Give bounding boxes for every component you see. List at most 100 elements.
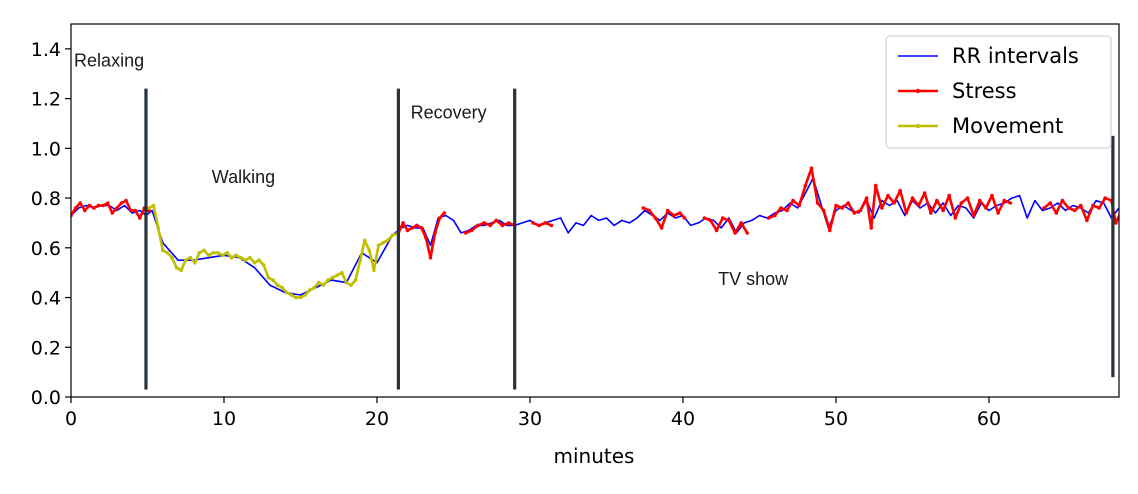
stress-point-5-5 (733, 231, 737, 235)
stress-point-0-11 (119, 201, 124, 205)
stress-point-0-14 (133, 208, 138, 213)
stress-point-3-0 (531, 221, 535, 225)
stress-point-3-1 (537, 223, 541, 228)
movement-point-0-28 (275, 283, 280, 287)
stress-point-7-6 (1079, 203, 1083, 208)
movement-point-0-6 (174, 265, 179, 270)
movement-point-0-32 (294, 295, 298, 300)
stress-point-6-16 (864, 196, 869, 200)
stress-point-7-8 (1091, 203, 1095, 208)
stress-point-6-22 (898, 188, 902, 193)
stress-line-6 (767, 166, 1012, 232)
stress-point-6-38 (996, 211, 1000, 215)
stress-point-1-5 (419, 226, 424, 230)
stress-point-6-39 (1002, 198, 1007, 203)
stress-point-7-4 (1066, 206, 1071, 210)
stress-point-0-3 (83, 208, 87, 213)
movement-point-0-7 (179, 268, 183, 273)
legend-marker-stress (915, 88, 921, 94)
movement-point-0-27 (271, 278, 275, 282)
stress-point-0-10 (115, 206, 119, 210)
stress-point-5-7 (745, 231, 749, 235)
stress-point-4-1 (647, 208, 652, 213)
movement-point-0-53 (390, 233, 395, 238)
legend-label-movement: Movement (952, 114, 1063, 138)
x-tick-label-3: 30 (518, 408, 542, 430)
stress-point-7-5 (1072, 208, 1077, 213)
legend-label-stress: Stress (952, 79, 1017, 103)
stress-point-7-0 (1042, 206, 1046, 210)
movement-point-0-50 (376, 243, 381, 248)
stress-point-6-24 (910, 196, 915, 200)
movement-point-0-12 (202, 248, 206, 253)
y-tick-label-4: 0.8 (31, 188, 61, 210)
stress-line-3 (531, 221, 553, 227)
stress-point-5-6 (739, 221, 743, 225)
stress-point-6-35 (978, 198, 982, 203)
stress-point-2-5 (494, 218, 499, 223)
axes: 0 10 20 30 40 50 60 0.0 0.2 0.4 0.6 0.8 1.0 1.2 1.4 (31, 23, 1120, 430)
stress-point-3-2 (543, 221, 548, 225)
stress-point-0-7 (101, 203, 105, 208)
stress-point-1-8 (433, 231, 437, 235)
movement-point-0-0 (147, 206, 151, 210)
x-tick-label-6: 60 (977, 408, 1001, 430)
stress-point-6-17 (869, 226, 873, 230)
stress-point-1-10 (442, 211, 447, 215)
movement-point-0-34 (303, 293, 307, 297)
stress-point-2-7 (506, 221, 511, 225)
stress-point-6-30 (947, 193, 951, 198)
movement-point-0-13 (206, 253, 211, 258)
legend-marker-movement (915, 123, 921, 129)
movement-point-0-18 (229, 255, 234, 260)
annotation-tv-show: TV show (718, 269, 789, 289)
stress-point-3-3 (549, 223, 554, 228)
stress-point-6-37 (990, 193, 994, 198)
x-tick-label-1: 10 (212, 408, 236, 430)
stress-point-0-9 (110, 211, 115, 215)
movement-point-0-14 (211, 251, 216, 255)
stress-point-2-4 (488, 223, 493, 228)
movement-point-0-10 (193, 260, 197, 265)
stress-point-7-12 (1114, 221, 1118, 225)
movement-point-0-31 (289, 293, 294, 297)
stress-point-6-27 (929, 211, 933, 215)
stress-point-4-2 (653, 216, 658, 220)
series-stress (71, 166, 1119, 260)
stress-point-6-29 (941, 208, 945, 213)
movement-point-0-43 (344, 280, 349, 285)
stress-point-6-21 (892, 201, 896, 205)
movement-point-0-36 (312, 285, 317, 290)
stress-point-6-0 (766, 216, 771, 220)
movement-point-0-23 (252, 260, 257, 265)
movement-point-0-29 (280, 285, 284, 290)
movement-point-0-3 (161, 248, 165, 253)
movement-point-0-17 (225, 251, 229, 255)
movement-point-0-26 (266, 275, 271, 280)
stress-point-1-2 (405, 228, 410, 233)
movement-point-0-20 (239, 255, 243, 260)
stress-point-6-36 (984, 206, 988, 210)
movement-point-0-2 (156, 226, 160, 230)
stress-point-6-20 (886, 193, 890, 198)
x-tick-label-2: 20 (365, 408, 389, 430)
stress-point-6-15 (858, 208, 863, 213)
y-tick-label-6: 1.2 (31, 89, 61, 111)
movement-point-0-51 (381, 241, 385, 245)
stress-point-0-12 (124, 198, 128, 203)
x-tick-label-0: 0 (65, 408, 77, 430)
stress-point-4-3 (659, 226, 664, 230)
movement-point-0-16 (220, 253, 225, 258)
stress-point-1-6 (424, 236, 428, 240)
stress-point-6-18 (873, 183, 878, 188)
movement-point-0-19 (234, 253, 238, 258)
stress-line-5 (703, 216, 749, 235)
movement-point-0-8 (183, 258, 188, 263)
stress-point-1-7 (428, 255, 433, 260)
stress-point-6-7 (809, 166, 814, 170)
movement-point-0-30 (284, 290, 289, 295)
x-axis-label: minutes (554, 444, 635, 468)
stress-point-6-9 (821, 208, 826, 213)
y-tick-label-7: 1.4 (31, 39, 61, 61)
movement-point-0-1 (151, 203, 156, 208)
